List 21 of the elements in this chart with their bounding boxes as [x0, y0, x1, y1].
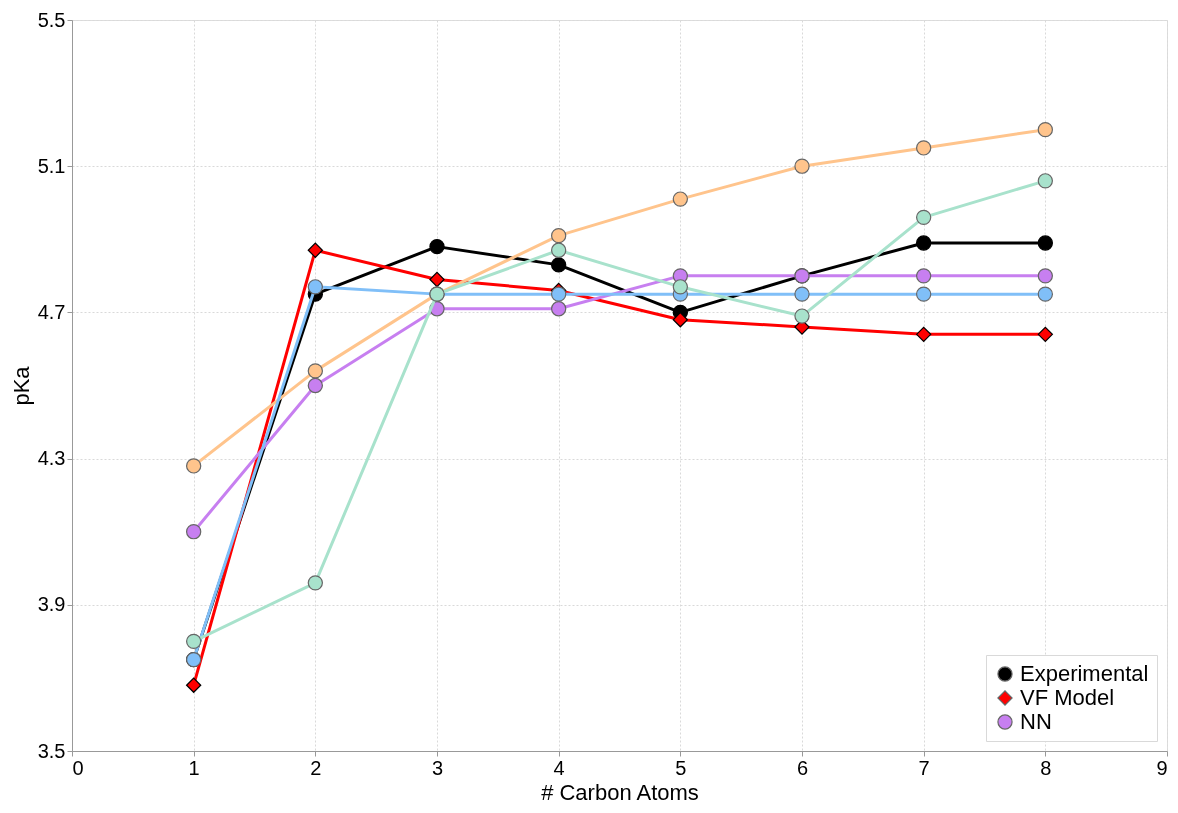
x-tick-label: 0	[72, 756, 84, 779]
x-tick-label: 4	[553, 756, 565, 779]
x-tick-label: 9	[1156, 756, 1168, 779]
x-axis-title: # Carbon Atoms	[541, 779, 699, 805]
x-tick-label: 8	[1040, 756, 1052, 779]
y-tick-label: 5.5	[37, 8, 66, 31]
legend-label: Experimental	[1020, 661, 1149, 686]
x-tick-label: 2	[310, 756, 322, 779]
x-tick-label: 5	[675, 756, 687, 779]
y-tick-label: 5.1	[37, 154, 66, 177]
y-tick-label: 3.5	[37, 739, 66, 762]
legend-label: VF Model	[1020, 685, 1115, 710]
y-tick-label: 4.7	[37, 300, 66, 323]
x-tick-label: 6	[796, 756, 809, 779]
x-tick-label: 7	[918, 756, 930, 779]
y-tick-label: 4.3	[37, 447, 66, 470]
y-tick-label: 3.9	[37, 593, 66, 616]
x-tick-label: 1	[188, 756, 200, 779]
legend-label: NN	[1020, 709, 1052, 734]
x-tick-label: 3	[431, 756, 444, 779]
y-axis-title: pKa	[8, 365, 34, 406]
